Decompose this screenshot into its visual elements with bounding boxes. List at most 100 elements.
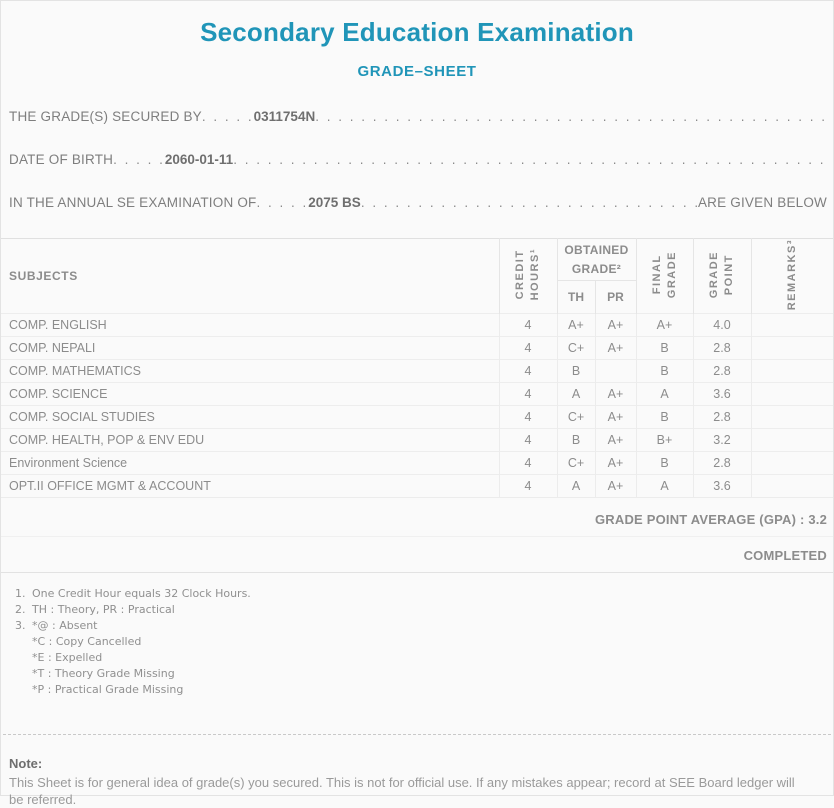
table-row: COMP. NEPALI 4 C+ A+ B 2.8 — [1, 336, 833, 360]
completion-status-row: COMPLETED — [1, 537, 833, 574]
examination-year-label: IN THE ANNUAL SE EXAMINATION OF — [9, 195, 257, 210]
date-of-birth-line: DATE OF BIRTH 2060-01-11 — [9, 152, 827, 167]
final-grade-cell: B+ — [635, 428, 693, 452]
page-title: Secondary Education Examination — [200, 17, 634, 47]
final-grade-cell: B — [635, 451, 693, 475]
final-grade-cell: B — [635, 359, 693, 383]
footnote-number: 3. — [15, 619, 26, 633]
theory-grade-cell: B — [556, 359, 595, 383]
footnote-item: 1. One Credit Hour equals 32 Clock Hours… — [15, 586, 833, 602]
footnote-item: 2. TH : Theory, PR : Practical — [15, 602, 833, 618]
page-subtitle: GRADE–SHEET — [357, 63, 477, 80]
remarks-column-header: REMARKS³ — [750, 238, 833, 314]
final-grade-cell: A — [635, 474, 693, 498]
dot-leader — [257, 195, 309, 210]
remarks-cell — [750, 428, 833, 452]
final-grade-cell: A — [635, 382, 693, 406]
date-of-birth-value: 2060-01-11 — [164, 152, 234, 167]
dot-leader — [202, 109, 254, 124]
footnotes: 1. One Credit Hour equals 32 Clock Hours… — [15, 586, 833, 698]
remarks-cell — [750, 313, 833, 337]
grade-point-column-header: GRADE POINT — [692, 238, 751, 314]
practical-grade-cell: A+ — [594, 428, 636, 452]
subject-cell: COMP. HEALTH, POP & ENV EDU — [1, 428, 499, 452]
table-row: Environment Science 4 C+ A+ B 2.8 — [1, 451, 833, 475]
subjects-column-header: SUBJECTS — [9, 269, 78, 284]
theory-grade-cell: A — [556, 382, 595, 406]
credit-hours-column-header: CREDIT HOURS¹ — [498, 238, 557, 314]
theory-column-header: TH — [556, 280, 595, 314]
final-grade-column-header: FINAL GRADE — [635, 238, 693, 314]
grade-point-cell: 3.6 — [692, 382, 751, 406]
credit-hours-cell: 4 — [498, 359, 557, 383]
practical-grade-cell — [594, 359, 636, 383]
dot-leader — [361, 195, 698, 210]
credit-hours-cell: 4 — [498, 336, 557, 360]
theory-grade-cell: C+ — [556, 336, 595, 360]
subject-cell: COMP. ENGLISH — [1, 313, 499, 337]
footnote-sub-item: *P : Practical Grade Missing — [32, 683, 184, 697]
footnote-sub-item: *E : Expelled — [32, 651, 103, 665]
grade-point-cell: 2.8 — [692, 336, 751, 360]
obtained-grade-column-header: OBTAINED GRADE² — [556, 238, 636, 282]
practical-grade-cell: A+ — [594, 313, 636, 337]
secured-by-line: THE GRADE(S) SECURED BY 0311754N — [9, 109, 827, 124]
note-section: Note: This Sheet is for general idea of … — [9, 756, 825, 808]
practical-column-header: PR — [594, 280, 636, 314]
theory-grade-cell: C+ — [556, 451, 595, 475]
result-summary: GRADE POINT AVERAGE (GPA) : 3.2 COMPLETE… — [1, 498, 833, 574]
subject-cell: COMP. SCIENCE — [1, 382, 499, 406]
grade-point-cell: 2.8 — [692, 359, 751, 383]
footnote-number: 2. — [15, 603, 26, 617]
grade-point-cell: 2.8 — [692, 451, 751, 475]
note-heading: Note: — [9, 756, 43, 772]
remarks-cell — [750, 336, 833, 360]
theory-grade-cell: C+ — [556, 405, 595, 429]
footnote-text: *@ : Absent — [32, 619, 98, 633]
theory-grade-cell: A+ — [556, 313, 595, 337]
status-badge: COMPLETED — [743, 548, 827, 564]
footnote-text: One Credit Hour equals 32 Clock Hours. — [32, 587, 251, 601]
gpa-label: GRADE POINT AVERAGE (GPA) : — [594, 512, 809, 528]
subject-cell: Environment Science — [1, 451, 499, 475]
grade-point-cell: 2.8 — [692, 405, 751, 429]
dot-leader — [315, 109, 827, 124]
examination-year-line: IN THE ANNUAL SE EXAMINATION OF 2075 BS AR… — [9, 195, 827, 210]
subject-cell: COMP. SOCIAL STUDIES — [1, 405, 499, 429]
grade-point-cell: 3.6 — [692, 474, 751, 498]
grade-point-cell: 3.2 — [692, 428, 751, 452]
dot-leader — [113, 152, 165, 167]
credit-hours-cell: 4 — [498, 428, 557, 452]
table-row: COMP. SOCIAL STUDIES 4 C+ A+ B 2.8 — [1, 405, 833, 429]
candidate-info: THE GRADE(S) SECURED BY 0311754N DATE OF … — [9, 109, 827, 210]
practical-grade-cell: A+ — [594, 474, 636, 498]
theory-grade-cell: B — [556, 428, 595, 452]
footnote-item: 3. *@ : Absent — [15, 618, 833, 634]
table-row: COMP. SCIENCE 4 A A+ A 3.6 — [1, 382, 833, 406]
remarks-cell — [750, 451, 833, 475]
table-row: COMP. HEALTH, POP & ENV EDU 4 B A+ B+ 3.… — [1, 428, 833, 452]
final-grade-cell: B — [635, 405, 693, 429]
table-row: OPT.II OFFICE MGMT & ACCOUNT 4 A A+ A 3.… — [1, 474, 833, 498]
remarks-cell — [750, 382, 833, 406]
grades-table-header: SUBJECTS CREDIT HOURS¹ OBTAINED GRADE² F… — [1, 238, 833, 314]
grade-point-cell: 4.0 — [692, 313, 751, 337]
table-row: COMP. ENGLISH 4 A+ A+ A+ 4.0 — [1, 313, 833, 337]
note-text: This Sheet is for general idea of grade(… — [9, 775, 795, 808]
final-grade-cell: A+ — [635, 313, 693, 337]
remarks-cell — [750, 405, 833, 429]
footnote-number: 1. — [15, 587, 26, 601]
dot-leader — [233, 152, 827, 167]
credit-hours-cell: 4 — [498, 474, 557, 498]
credit-hours-cell: 4 — [498, 313, 557, 337]
theory-grade-cell: A — [556, 474, 595, 498]
gpa-value: 3.2 — [808, 512, 827, 528]
practical-grade-cell: A+ — [594, 336, 636, 360]
are-given-below-label: ARE GIVEN BELOW — [697, 195, 827, 210]
dashed-divider — [3, 734, 831, 736]
footnote-text: TH : Theory, PR : Practical — [32, 603, 175, 617]
date-of-birth-label: DATE OF BIRTH — [9, 152, 114, 167]
footnote-sub-item: *T : Theory Grade Missing — [32, 667, 175, 681]
credit-hours-cell: 4 — [498, 451, 557, 475]
